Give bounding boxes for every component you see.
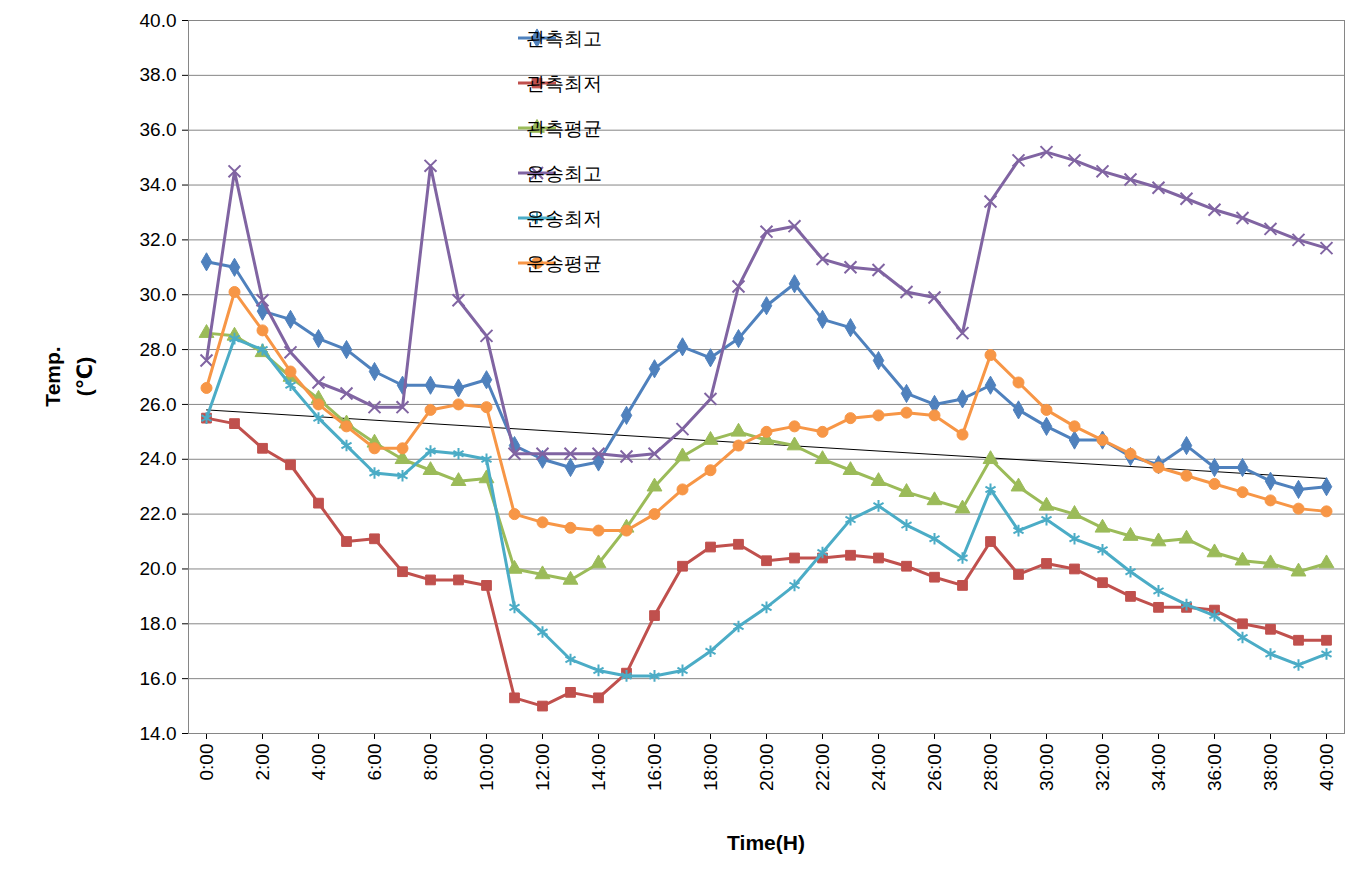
svg-text:24:00: 24:00 [868,744,889,792]
svg-text:12:00: 12:00 [532,744,553,792]
svg-text:14:00: 14:00 [588,744,609,792]
svg-text:32.0: 32.0 [140,229,177,250]
svg-text:운송평균: 운송평균 [526,253,602,274]
svg-text:28:00: 28:00 [980,744,1001,792]
svg-text:2:00: 2:00 [252,744,273,781]
svg-text:16:00: 16:00 [644,744,665,792]
svg-text:관측최고: 관측최고 [526,28,602,49]
svg-text:40:00: 40:00 [1316,744,1337,792]
svg-text:20:00: 20:00 [756,744,777,792]
svg-text:22.0: 22.0 [140,503,177,524]
svg-text:6:00: 6:00 [364,744,385,781]
svg-text:16.0: 16.0 [140,668,177,689]
svg-text:24.0: 24.0 [140,448,177,469]
svg-text:운송최저: 운송최저 [526,208,602,229]
svg-text:18:00: 18:00 [700,744,721,792]
svg-text:30.0: 30.0 [140,284,177,305]
svg-text:32:00: 32:00 [1092,744,1113,792]
svg-text:36:00: 36:00 [1204,744,1225,792]
svg-text:28.0: 28.0 [140,339,177,360]
svg-text:0:00: 0:00 [196,744,217,781]
svg-text:26.0: 26.0 [140,394,177,415]
svg-text:10:00: 10:00 [476,744,497,792]
svg-text:38:00: 38:00 [1260,744,1281,792]
svg-text:34.0: 34.0 [140,174,177,195]
svg-text:20.0: 20.0 [140,558,177,579]
svg-text:34:00: 34:00 [1148,744,1169,792]
svg-text:Time(H): Time(H) [727,831,805,854]
svg-text:8:00: 8:00 [420,744,441,781]
svg-text:36.0: 36.0 [140,119,177,140]
svg-text:38.0: 38.0 [140,64,177,85]
svg-text:18.0: 18.0 [140,613,177,634]
svg-text:26:00: 26:00 [924,744,945,792]
svg-text:관측평균: 관측평균 [526,118,602,139]
svg-text:30:00: 30:00 [1036,744,1057,792]
svg-text:운송최고: 운송최고 [526,163,602,184]
svg-text:관측최저: 관측최저 [526,73,602,94]
svg-text:22:00: 22:00 [812,744,833,792]
svg-text:4:00: 4:00 [308,744,329,781]
svg-text:40.0: 40.0 [140,10,177,31]
svg-text:Temp.(℃): Temp.(℃) [41,346,96,406]
svg-text:14.0: 14.0 [140,723,177,744]
